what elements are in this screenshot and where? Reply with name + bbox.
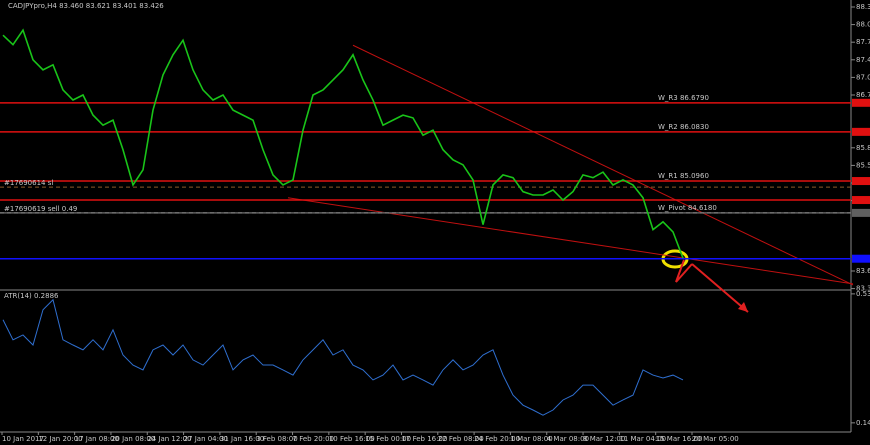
x-tick-label: 17 Feb 16:00 — [401, 435, 447, 443]
x-tick-label: 7 Feb 20:00 — [293, 435, 334, 443]
x-tick-label: 1 Mar 08:00 — [510, 435, 552, 443]
y-tick-label: 85.825 — [856, 144, 870, 152]
x-tick-label: 10 Jan 2017 — [2, 435, 44, 443]
level-box — [852, 127, 870, 136]
x-tick-label: 24 Feb 20:00 — [474, 435, 520, 443]
level-box — [852, 196, 870, 205]
x-tick-label: 20 Mar 05:00 — [692, 435, 739, 443]
y-tick-label: 87.085 — [856, 73, 870, 81]
y-tick-label: 0.5391 — [856, 290, 870, 298]
series-line — [2, 28, 684, 259]
x-tick-label: 11 Mar 04:00 — [619, 435, 666, 443]
chart-title: CADJPYpro,H4 83.460 83.621 83.401 83.426 — [8, 2, 164, 10]
level-box — [852, 98, 870, 107]
x-tick-label: 15 Mar 16:00 — [656, 435, 703, 443]
y-tick-label: 0.1403 — [856, 419, 870, 427]
arrow — [675, 259, 749, 313]
y-tick-label: 87.715 — [856, 38, 870, 46]
level-box — [852, 177, 870, 186]
x-tick-label: 8 Mar 12:00 — [583, 435, 625, 443]
x-tick-label: 20 Jan 08:00 — [111, 435, 155, 443]
x-tick-label: 10 Feb 16:00 — [329, 435, 375, 443]
series-line — [2, 298, 684, 416]
x-tick-label: 4 Mar 08:00 — [547, 435, 589, 443]
x-tick-label: 27 Jan 04:00 — [184, 435, 228, 443]
atr-title: ATR(14) 0.2886 — [4, 292, 59, 300]
y-tick-label: 87.400 — [856, 56, 870, 64]
level-label: W_R3 86.6790 — [658, 94, 709, 102]
x-tick-label: 3 Feb 08:00 — [256, 435, 297, 443]
y-tick-label: 83.620 — [856, 267, 870, 275]
level-label: W_R2 86.0830 — [658, 123, 709, 131]
x-tick-label: 24 Jan 12:00 — [147, 435, 191, 443]
y-tick-label: 85.510 — [856, 161, 870, 169]
level-label: W_R1 85.0960 — [658, 172, 709, 180]
level-box — [852, 208, 870, 217]
y-tick-label: 86.770 — [856, 91, 870, 99]
x-tick-label: 22 Feb 08:00 — [438, 435, 484, 443]
y-tick-label: 83.305 — [856, 285, 870, 293]
x-tick-label: 17 Jan 08:00 — [75, 435, 119, 443]
level-box — [852, 254, 870, 263]
trendline — [352, 44, 854, 286]
y-tick-label: 88.030 — [856, 21, 870, 29]
x-tick-label: 31 Jan 16:00 — [220, 435, 264, 443]
arrow-head — [738, 302, 748, 312]
order-label: #17690614 sl — [4, 179, 53, 187]
x-tick-label: 15 Feb 00:00 — [365, 435, 411, 443]
level-label: W_Pivot 84.6180 — [658, 204, 717, 212]
x-tick-label: 12 Jan 20:00 — [38, 435, 82, 443]
order-label: #17690619 sell 0.49 — [4, 205, 77, 213]
y-tick-label: 88.345 — [856, 3, 870, 11]
